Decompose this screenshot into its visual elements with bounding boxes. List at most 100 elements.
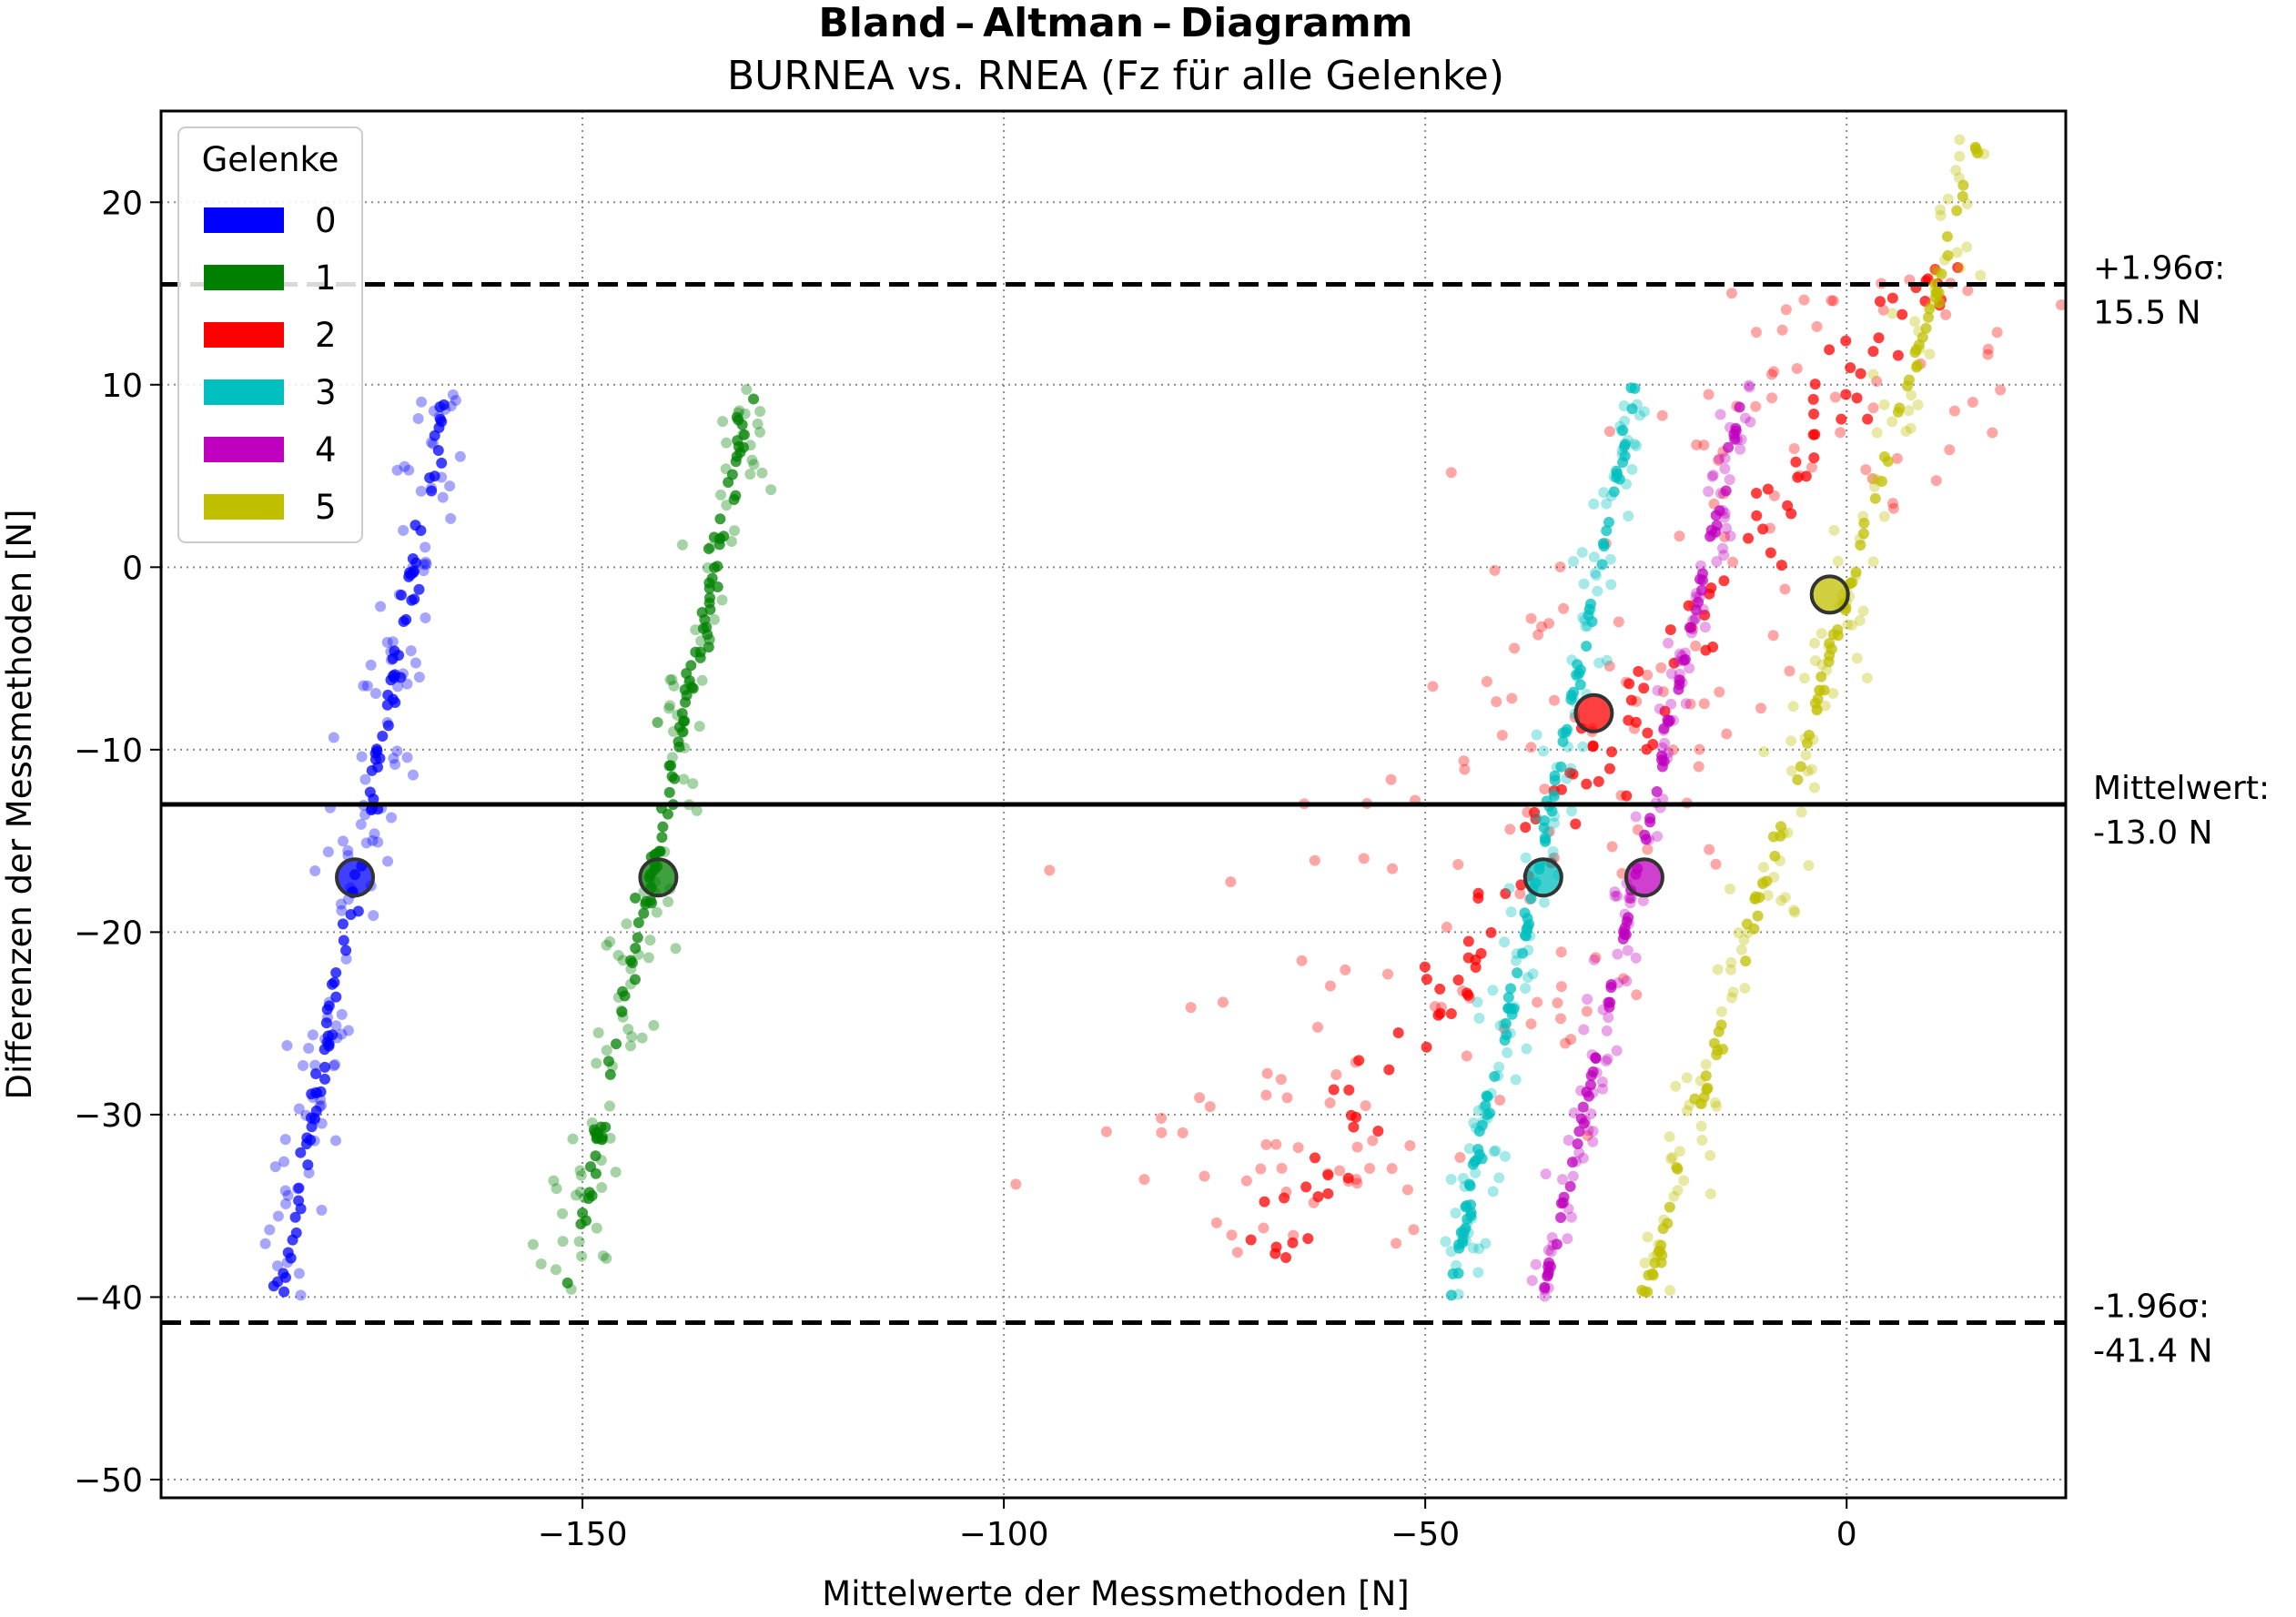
series-2-point (1751, 510, 1763, 521)
series-4-point (1689, 614, 1701, 626)
series-1-point (600, 1121, 612, 1133)
series-3-point (1472, 1143, 1484, 1155)
series-2-point (1240, 1175, 1252, 1187)
series-0-point (369, 747, 381, 759)
y-tick-label-1: −40 (74, 1279, 143, 1317)
series-1-point (574, 1165, 586, 1177)
series-5-point (1775, 821, 1786, 833)
series-2-point (1743, 532, 1755, 544)
series-1-point (670, 943, 682, 955)
series-2-point (1391, 1238, 1402, 1249)
series-0-point (420, 556, 431, 568)
series-5-point (1798, 672, 1810, 684)
series-5-point (1805, 763, 1817, 775)
series-1-point (690, 646, 702, 658)
series-4-point (1662, 714, 1674, 726)
series-5-point (1826, 643, 1837, 655)
series-2-point (1231, 1247, 1243, 1258)
series-2-point (1862, 413, 1874, 425)
series-3-point (1608, 486, 1620, 498)
series-2-point (1401, 1184, 1413, 1196)
series-1-point (596, 1182, 608, 1194)
series-1-point (701, 622, 713, 633)
series-3-point (1617, 457, 1629, 469)
series-1-point (617, 985, 629, 997)
series-1-point (663, 896, 674, 908)
series-2-point (1845, 362, 1856, 374)
series-0-point (437, 491, 449, 503)
series-0-point (415, 525, 427, 537)
series-2-point (1312, 1191, 1324, 1203)
series-0-point (410, 657, 421, 669)
legend-label-4: 4 (315, 430, 337, 470)
series-3-point (1502, 992, 1514, 1004)
series-3-point (1499, 1150, 1511, 1162)
series-1-point (668, 680, 680, 692)
series-5-point (1832, 630, 1844, 642)
series-0-point (336, 905, 348, 916)
series-3-point (1450, 1208, 1462, 1219)
series-2-point (1851, 392, 1863, 404)
series-4-point (1566, 1157, 1578, 1168)
series-1-point (721, 437, 733, 449)
series-5-point (1867, 369, 1879, 380)
series-2-point (1525, 612, 1537, 624)
series-0-point (391, 745, 403, 757)
series-5-point (1704, 1188, 1716, 1200)
series-4-point (1694, 573, 1706, 585)
series-2-point (1472, 893, 1484, 905)
series-0-point (381, 636, 393, 648)
series-5-point (1799, 733, 1811, 744)
series-0-point (337, 835, 349, 847)
series-2-point (1877, 304, 1889, 316)
chart-title: Bland – Altman – Diagramm (818, 0, 1412, 46)
series-3-point (1557, 735, 1569, 747)
series-3-point (1539, 815, 1551, 827)
series-3-point (1520, 852, 1532, 864)
series-1-point (621, 918, 632, 930)
series-5-point (1935, 209, 1947, 221)
series-4-point (1734, 401, 1745, 413)
series-4-point (1600, 1056, 1612, 1067)
x-axis-ticks: −150 −100 −50 0 (538, 1498, 1857, 1553)
series-2-point (1699, 610, 1711, 622)
series-2-point (1727, 556, 1739, 568)
series-2-point (1775, 560, 1787, 571)
series-3-point (1521, 1043, 1532, 1055)
series-1-point (604, 935, 616, 947)
series-0-point (415, 485, 427, 497)
series-2-point (1713, 454, 1725, 466)
series-5-point (1803, 729, 1815, 741)
series-4-point (1611, 1045, 1623, 1056)
series-5-point (1681, 1072, 1693, 1084)
series-0-point (428, 405, 440, 417)
series-5-point (1757, 862, 1769, 874)
series-2-point (1552, 997, 1563, 1009)
series-2-point (1309, 1152, 1320, 1164)
series-1-point (737, 429, 749, 440)
series-2-point (1485, 926, 1497, 938)
series-5-point (1785, 765, 1797, 777)
series-2-point (1952, 261, 1964, 273)
series-5-point (1741, 918, 1753, 930)
series-2-point (1768, 490, 1780, 501)
series-2-point (1404, 1140, 1416, 1152)
series-2-point (1255, 1163, 1267, 1175)
series-3-point (1566, 805, 1578, 817)
series-1-point (575, 1218, 587, 1230)
series-2-point (1725, 288, 1737, 299)
series-2-point (1199, 1170, 1210, 1182)
series-5-point (1642, 1231, 1654, 1243)
series-0-point (328, 732, 339, 743)
series-2-point (1840, 389, 1852, 400)
series-3-point (1586, 616, 1598, 628)
series-1-point (664, 700, 676, 712)
series-4-point (1605, 982, 1617, 994)
series-2-point (1719, 531, 1731, 542)
series-0-point (447, 389, 459, 400)
series-4-point (1539, 1284, 1551, 1296)
series-2-point (1808, 409, 1820, 420)
series-2-point (1641, 743, 1653, 755)
series-2-point (1782, 500, 1794, 511)
